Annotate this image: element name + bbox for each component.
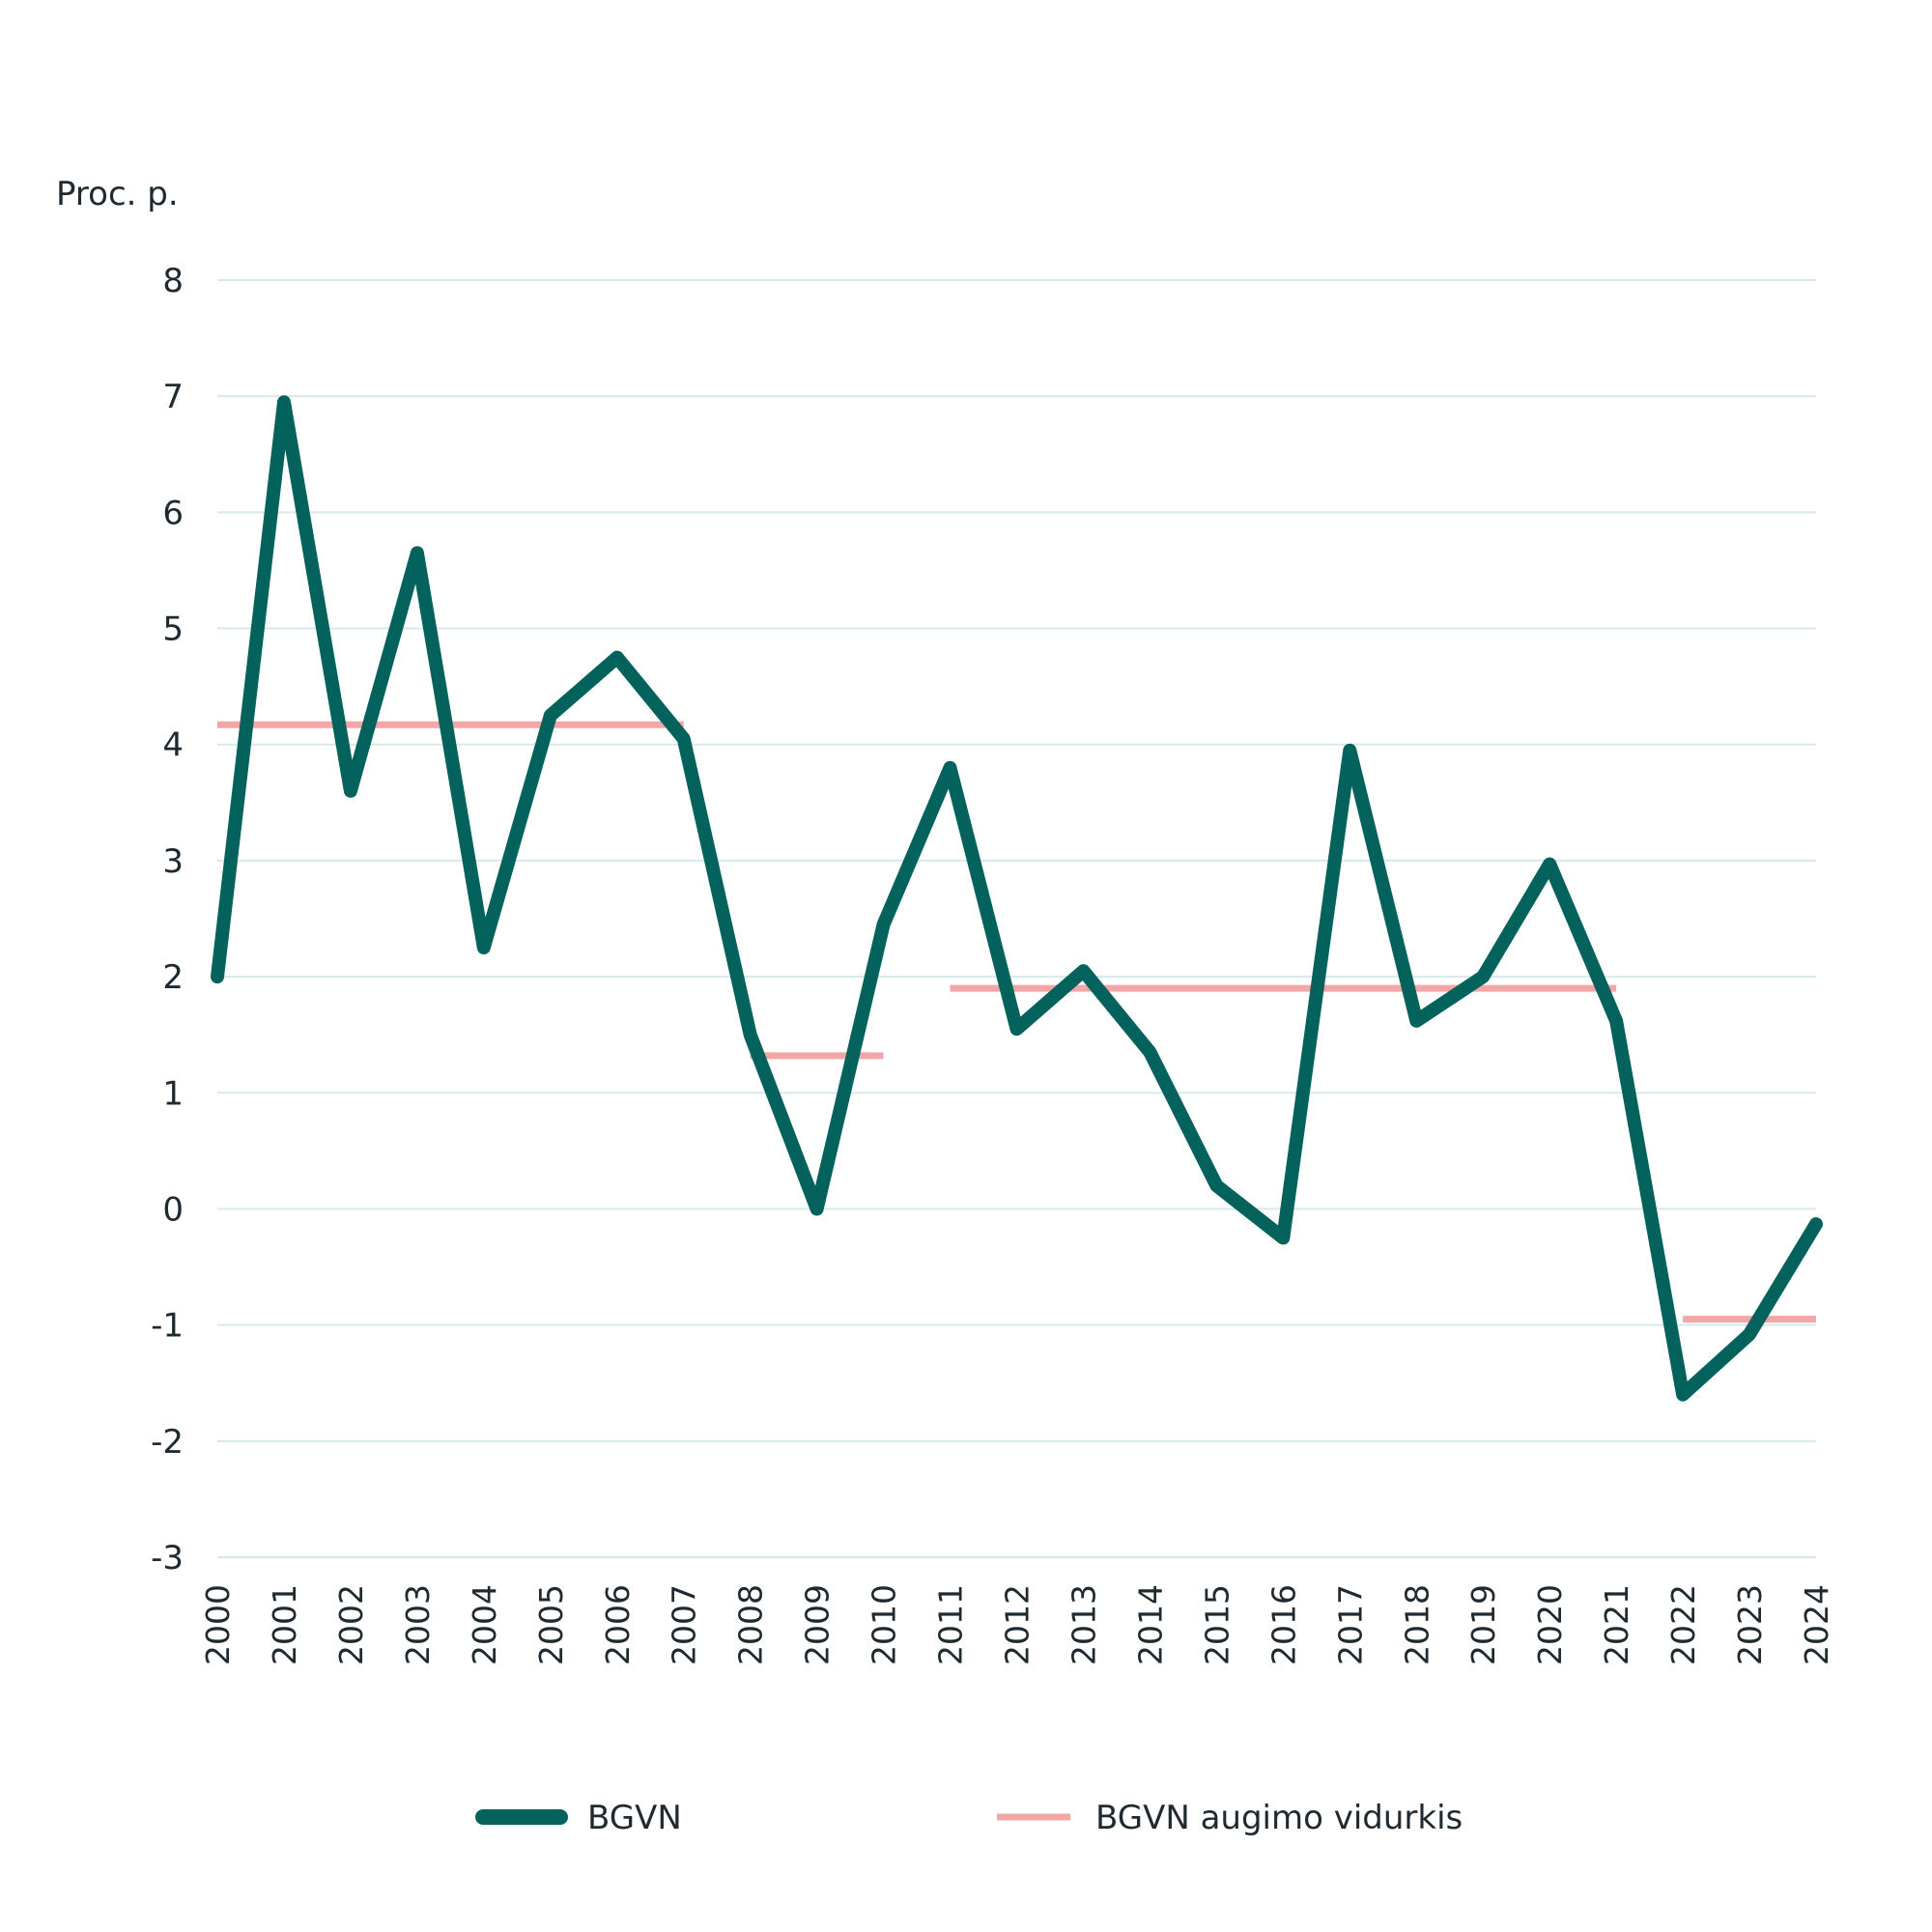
y-tick-label: 0: [162, 1190, 184, 1229]
gridlines: [217, 279, 1816, 1558]
y-tick-label: 2: [162, 958, 184, 997]
x-tick-label: 2013: [1065, 1584, 1102, 1665]
legend-label-bgvn: BGVN: [587, 1799, 682, 1837]
x-tick-label: 2005: [532, 1584, 570, 1665]
x-tick-label: 2019: [1464, 1584, 1502, 1665]
x-tick-label: 2003: [399, 1584, 437, 1665]
x-tick-label: 2009: [799, 1584, 837, 1665]
x-tick-label: 2016: [1264, 1584, 1302, 1665]
x-tick-label: 2006: [599, 1584, 637, 1665]
y-tick-labels: -3 -2 -1 0 1 2 3 4 5 6 7 8: [151, 262, 184, 1577]
y-tick-label: 5: [162, 611, 184, 649]
x-tick-label: 2008: [732, 1584, 770, 1665]
x-tick-label: 2001: [266, 1584, 303, 1665]
x-tick-label: 2014: [1131, 1584, 1169, 1665]
x-tick-label: 2023: [1731, 1584, 1769, 1665]
series-line-bgvn: [211, 395, 1823, 1402]
y-tick-label: 1: [162, 1074, 184, 1113]
legend-label-average: BGVN augimo vidurkis: [1095, 1799, 1463, 1837]
y-tick-label: -3: [151, 1539, 184, 1577]
x-tick-label: 2022: [1664, 1584, 1702, 1665]
x-tick-label: 2010: [866, 1584, 903, 1665]
x-tick-label: 2002: [332, 1584, 370, 1665]
y-tick-label: 7: [162, 378, 184, 416]
y-tick-label: 3: [162, 842, 184, 881]
x-tick-label: 2000: [199, 1584, 237, 1665]
x-tick-label: 2024: [1798, 1584, 1835, 1665]
y-tick-label: 8: [162, 262, 184, 300]
x-tick-label: 2004: [466, 1584, 503, 1665]
x-tick-labels: 2000 2001 2002 2003 2004 2005 2006 2007 2008 2009…: [199, 1584, 1835, 1665]
x-tick-label: 2017: [1331, 1584, 1369, 1665]
y-tick-label: 6: [162, 494, 184, 532]
x-tick-label: 2011: [932, 1584, 970, 1665]
x-tick-label: 2007: [666, 1584, 703, 1665]
series-lines: [211, 395, 1823, 1402]
x-tick-label: 2020: [1531, 1584, 1569, 1665]
x-tick-label: 2015: [1198, 1584, 1236, 1665]
x-tick-label: 2012: [999, 1584, 1037, 1665]
y-tick-label: 4: [162, 726, 184, 765]
x-tick-label: 2018: [1398, 1584, 1435, 1665]
y-tick-label: -2: [151, 1423, 184, 1462]
legend: BGVN BGVN augimo vidurkis: [475, 1799, 1463, 1837]
y-axis-label: Proc. p.: [56, 175, 179, 213]
x-tick-label: 2021: [1598, 1584, 1635, 1665]
y-tick-label: -1: [151, 1307, 184, 1346]
